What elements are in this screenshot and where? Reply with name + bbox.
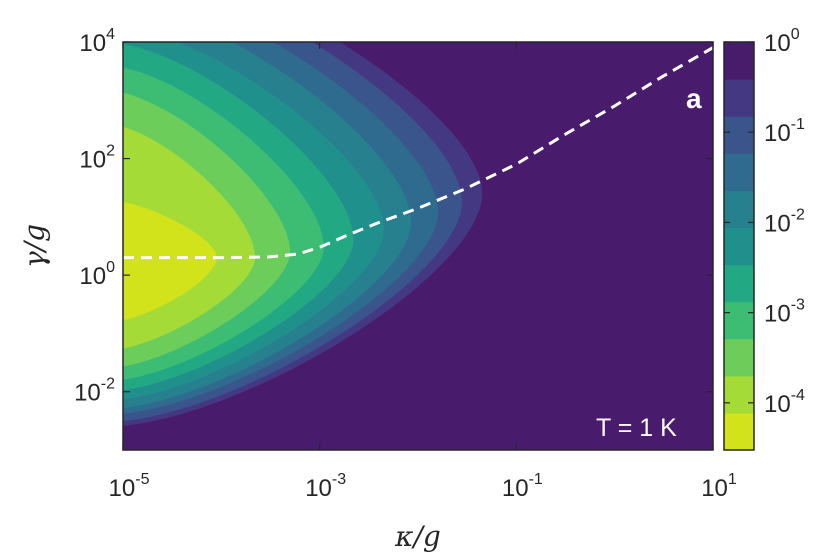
colorbar-block-0 bbox=[724, 412, 754, 451]
colorbar-frame bbox=[723, 41, 755, 451]
colorbar-ticks: 10-4 10-3 10-2 10-1 100 bbox=[724, 26, 805, 418]
y-tick-label-2: 102 bbox=[79, 143, 115, 174]
colorbar-block-9 bbox=[724, 79, 754, 117]
colorbar-block-4 bbox=[724, 264, 754, 303]
colorbar-tick-label-0: 10-4 bbox=[764, 387, 805, 418]
temperature-label: T = 1 K bbox=[596, 414, 677, 442]
contour-level-1 bbox=[123, 201, 217, 321]
colorbar-tick-label-1: 10-3 bbox=[764, 297, 805, 328]
y-tick-label-1: 100 bbox=[79, 259, 115, 290]
x-tick-label-1: 10-3 bbox=[305, 471, 346, 502]
x-tick-label-3: 101 bbox=[701, 471, 737, 502]
colorbar-block-1 bbox=[724, 375, 754, 414]
plot-area: 10-5 10-3 10-1 101 10-2 100 102 104 a T = 1 K bbox=[74, 26, 737, 502]
x-tick-label-2: 10-1 bbox=[502, 471, 543, 502]
colorbar-tick-label-2: 10-2 bbox=[764, 206, 805, 237]
dashed-curve bbox=[123, 46, 713, 260]
colorbar-block-8 bbox=[724, 116, 754, 154]
contour-regions bbox=[123, 42, 483, 426]
colorbar-block-2 bbox=[724, 338, 754, 377]
panel-label: a bbox=[686, 83, 702, 114]
axis-ticks: 10-5 10-3 10-1 101 10-2 100 102 104 bbox=[74, 26, 737, 502]
x-tick-label-0: 10-5 bbox=[109, 471, 150, 502]
y-tick-label-0: 10-2 bbox=[74, 376, 115, 407]
colorbar-block-6 bbox=[724, 190, 754, 229]
colorbar-tick-label-3: 10-1 bbox=[764, 116, 805, 147]
y-axis-label: γ/g bbox=[18, 224, 51, 268]
plot-frame bbox=[122, 41, 714, 451]
y-tick-label-3: 104 bbox=[79, 26, 115, 57]
colorbar-block-5 bbox=[724, 227, 754, 266]
colorbar: 10-4 10-3 10-2 10-1 100 bbox=[723, 26, 805, 451]
colorbar-block-3 bbox=[724, 301, 754, 340]
colorbar-block-10 bbox=[724, 42, 754, 80]
colorbar-tick-label-4: 100 bbox=[764, 26, 800, 57]
colorbar-block-7 bbox=[724, 153, 754, 191]
x-axis-label: κ/g bbox=[394, 520, 441, 553]
colorbar-blocks bbox=[724, 42, 754, 451]
